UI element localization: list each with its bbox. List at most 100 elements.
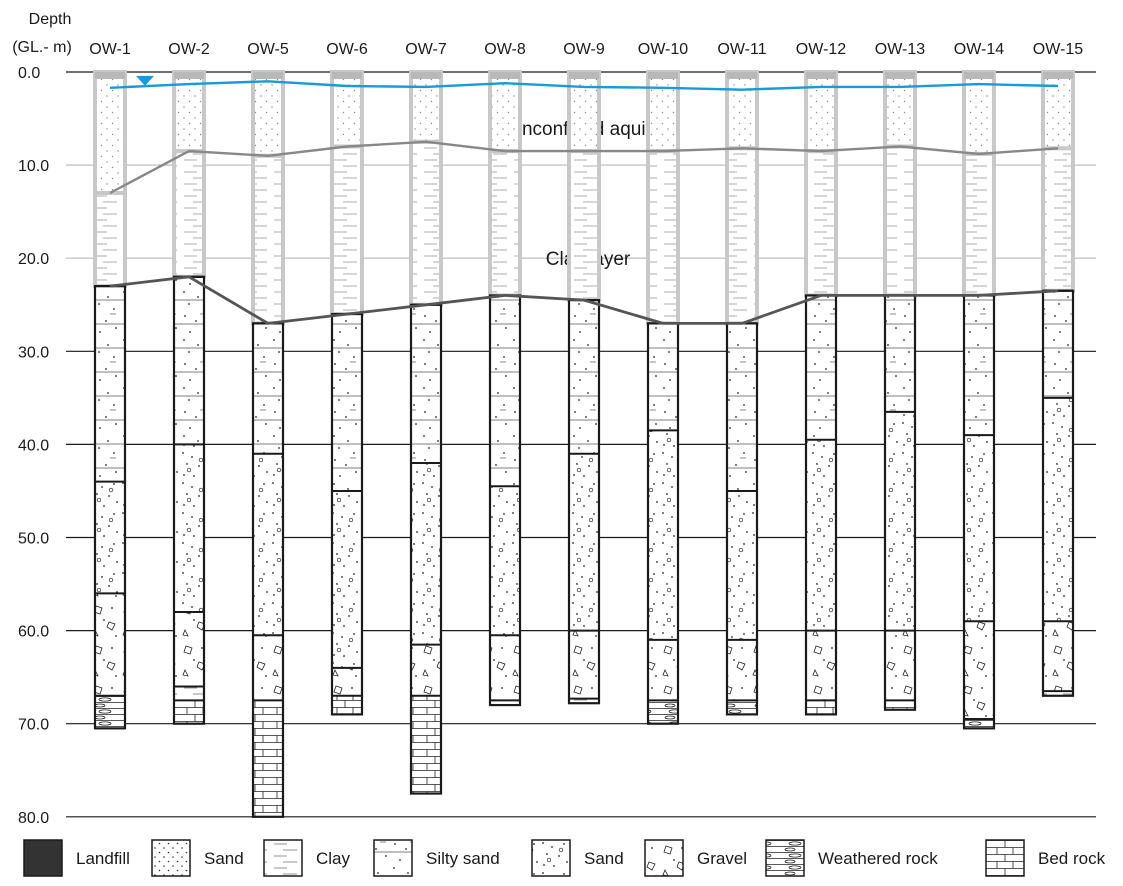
well-column-ow-8 xyxy=(488,70,522,707)
legend-label: Clay xyxy=(316,849,351,868)
aquifer-bottom-line xyxy=(109,140,1059,195)
stratum-silty-sand xyxy=(1042,290,1074,399)
surface-cap xyxy=(411,72,441,79)
surface-cap xyxy=(806,72,836,79)
stratum-gravel xyxy=(726,639,758,701)
well-name: OW-13 xyxy=(875,41,925,58)
aquifer-segment xyxy=(646,70,680,154)
stratum-weathered-rock xyxy=(963,718,995,729)
clay-layer-segment xyxy=(330,144,364,317)
legend-item-landfill: Landfill xyxy=(23,839,130,877)
clay-layer-segment xyxy=(172,149,206,279)
well-names: OW-1 OW-2 OW-5 OW-6 OW-7 OW-8 OW-9 OW-10 OW-11 OW… xyxy=(89,41,1083,58)
well-column-ow-10 xyxy=(646,70,680,725)
stratum-gravel xyxy=(410,644,442,697)
surface-cap xyxy=(648,72,678,79)
surface-cap xyxy=(727,72,757,79)
legend-item-fine-sand: Sand xyxy=(151,839,244,877)
sand-swatch-icon xyxy=(531,839,571,877)
well-name: OW-6 xyxy=(326,41,368,58)
stratum-sand xyxy=(805,439,837,632)
stratum-sand xyxy=(252,453,284,636)
well-lower-frame xyxy=(93,285,127,730)
aquifer-segment xyxy=(883,70,917,149)
legend-label: Sand xyxy=(584,849,624,868)
legend-label: Sand xyxy=(204,849,244,868)
legend-item-gravel: Gravel xyxy=(644,839,747,877)
stratum-gravel xyxy=(252,634,284,701)
well-name: OW-12 xyxy=(796,41,846,58)
clay-layer-segment xyxy=(409,139,443,307)
stratum-sand xyxy=(568,453,600,632)
stratum-bed-rock xyxy=(173,699,205,725)
clay-layer-segment xyxy=(567,149,601,303)
surface-cap xyxy=(332,72,362,79)
well-name: OW-10 xyxy=(638,41,688,58)
stratum-bed-rock xyxy=(252,699,284,818)
stratum-gravel xyxy=(94,592,126,697)
water-table-icon xyxy=(136,75,154,86)
well-name: OW-5 xyxy=(247,41,289,58)
well-column-ow-15 xyxy=(1041,70,1075,697)
well-columns xyxy=(93,70,1075,818)
clay-layer-segment xyxy=(1041,146,1075,293)
depth-tick-label: 60.0 xyxy=(18,624,49,641)
stratum-bed-rock xyxy=(884,699,916,711)
legend-label: Landfill xyxy=(76,849,130,868)
aquifer-segment xyxy=(567,70,601,154)
stratum-gravel xyxy=(489,634,521,701)
depth-axis-unit: (GL.- m) xyxy=(12,39,72,56)
well-name: OW-15 xyxy=(1033,41,1083,58)
well-name: OW-9 xyxy=(563,41,605,58)
clay-layer-segment xyxy=(883,144,917,298)
well-name: OW-11 xyxy=(717,41,766,58)
legend-item-bed-rock: Bed rock xyxy=(985,839,1106,877)
stratum-bed-rock xyxy=(805,699,837,715)
surface-cap xyxy=(174,72,204,79)
stratum-silty-sand xyxy=(410,304,442,464)
stratum-silty-sand xyxy=(568,299,600,455)
surface-cap xyxy=(569,72,599,79)
stratum-silty-sand xyxy=(884,294,916,413)
depth-tick-label: 80.0 xyxy=(18,810,49,827)
well-name: OW-1 xyxy=(89,41,131,58)
boundary-lines xyxy=(109,75,1059,325)
well-column-ow-7 xyxy=(409,70,443,795)
stratum-silty-sand xyxy=(963,294,995,436)
legend-label: Silty sand xyxy=(426,849,500,868)
stratum-sand xyxy=(489,485,521,636)
stratum-weathered-rock xyxy=(94,695,126,729)
stratum-bed-rock xyxy=(331,695,363,715)
stratum-bed-rock xyxy=(410,695,442,795)
stratum-silty-sand xyxy=(805,294,837,441)
stratum-gravel xyxy=(331,667,363,697)
aquifer-segment xyxy=(1041,70,1075,151)
well-column-ow-9 xyxy=(567,70,601,705)
stratum-silty-sand xyxy=(94,285,126,483)
clay-bottom-line xyxy=(109,275,1059,325)
gravel-swatch-icon xyxy=(644,839,684,877)
legend-item-sand: Sand xyxy=(531,839,624,877)
stratum-sand xyxy=(331,490,363,669)
aquifer-segment xyxy=(725,70,759,151)
depth-tick-label: 50.0 xyxy=(18,531,49,548)
legend-label: Gravel xyxy=(697,849,747,868)
stratum-gravel xyxy=(963,620,995,720)
well-column-ow-5 xyxy=(251,70,285,818)
clay-layer-segment xyxy=(251,153,285,326)
stratum-gravel xyxy=(805,630,837,701)
clay-layer-segment xyxy=(804,149,838,298)
stratum-gravel xyxy=(173,611,205,687)
well-name: OW-14 xyxy=(954,41,1004,58)
aquifer-segment xyxy=(93,70,127,196)
surface-cap xyxy=(885,72,915,79)
depth-axis: 0.0 10.0 20.0 30.0 40.0 50.0 60.0 70.0 80.0 xyxy=(18,65,49,827)
stratum-gravel xyxy=(647,639,679,701)
aquifer-segment xyxy=(409,70,443,144)
stratum-weathered-rock xyxy=(726,699,758,715)
stratum-sand xyxy=(173,443,205,613)
stratum-clay xyxy=(173,685,205,701)
aquifer-segment xyxy=(804,70,838,154)
surface-cap xyxy=(253,72,283,79)
stratum-silty-sand xyxy=(489,294,521,487)
